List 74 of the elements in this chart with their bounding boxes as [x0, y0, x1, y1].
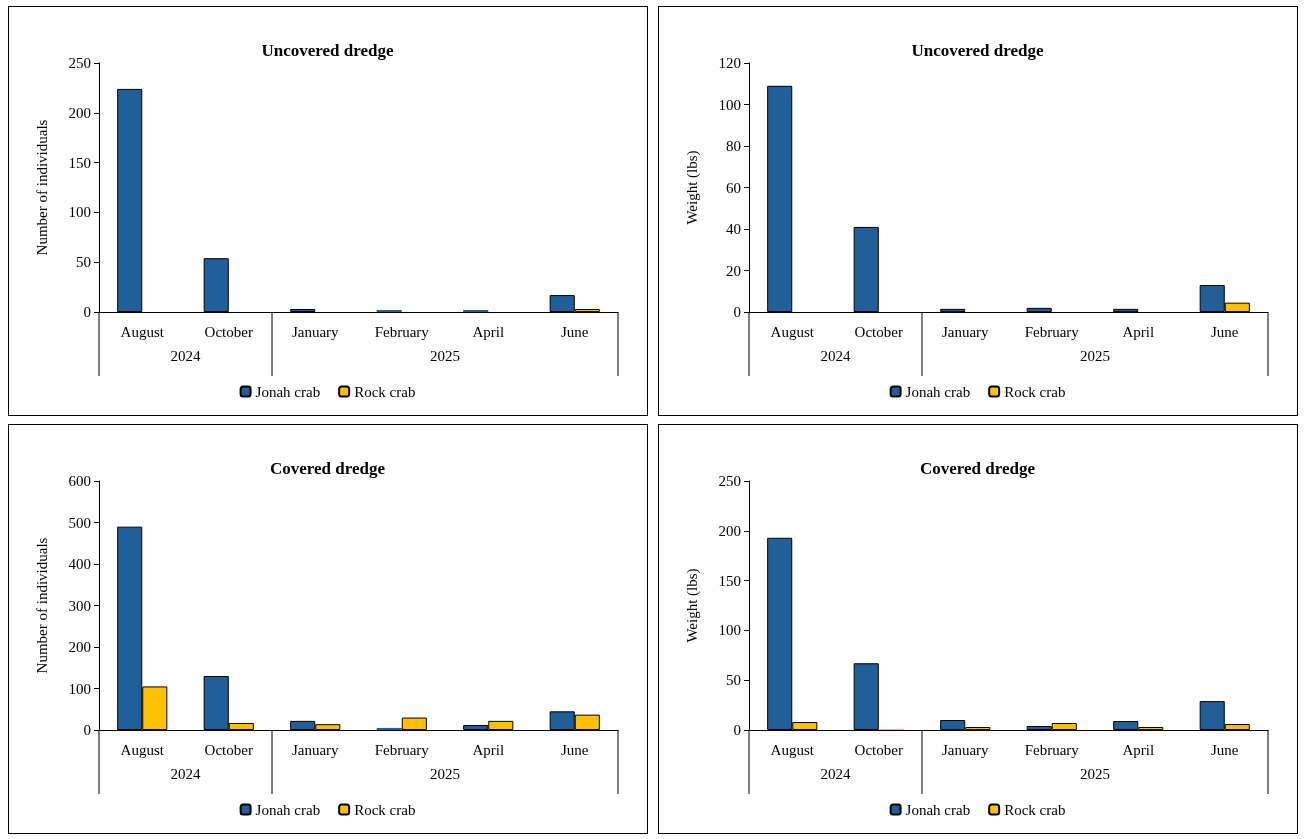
- y-tick-label: 150: [718, 572, 741, 589]
- y-tick-label: 250: [68, 55, 91, 71]
- legend-label: Rock crab: [354, 801, 416, 818]
- x-tick-label: June: [561, 323, 589, 340]
- text: 2024: [820, 348, 851, 364]
- legend-label: Jonah crab: [255, 801, 321, 818]
- x-tick-label: April: [472, 741, 505, 758]
- y-tick-label: 500: [68, 514, 91, 531]
- x-tick-label: October: [204, 741, 253, 758]
- x-tick-label: February: [1024, 323, 1080, 340]
- y-tick-label: 150: [68, 154, 91, 171]
- x-tick-label: October: [854, 323, 903, 340]
- y-tick-label: 200: [68, 104, 91, 121]
- x-tick-label: June: [1211, 741, 1239, 758]
- y-tick-label: 50: [76, 254, 91, 271]
- y-tick-label: 120: [718, 55, 741, 71]
- y-tick-label: 100: [68, 680, 91, 697]
- legend-label: Rock crab: [1004, 801, 1066, 818]
- x-tick-label: January: [291, 323, 340, 340]
- y-tick-label: 200: [718, 522, 741, 539]
- y-tick-label: 50: [726, 672, 741, 689]
- x-tick-label: June: [561, 741, 589, 758]
- y-tick-label: 300: [68, 597, 91, 614]
- y-axis-title: Number of individuals: [33, 537, 50, 674]
- text: 2025: [430, 766, 460, 782]
- chart-title: Covered dredge: [919, 459, 1036, 478]
- y-tick-label: 80: [726, 138, 741, 154]
- y-tick-label: 20: [726, 262, 741, 279]
- x-tick-label: August: [770, 323, 815, 340]
- x-tick-label: February: [374, 741, 430, 758]
- y-axis-title: Number of individuals: [33, 119, 50, 256]
- y-tick-label: 60: [726, 179, 741, 196]
- x-tick-label: February: [1024, 741, 1080, 758]
- legend-label: Jonah crab: [905, 383, 971, 400]
- y-axis-title: Weight (lbs): [683, 150, 701, 225]
- y-tick-label: 100: [718, 96, 741, 113]
- x-tick-label: August: [120, 323, 165, 340]
- y-tick-label: 100: [718, 622, 741, 639]
- x-tick-label: October: [204, 323, 253, 340]
- text: 2025: [1080, 766, 1110, 782]
- legend-label: Jonah crab: [905, 801, 971, 818]
- y-tick-label: 0: [733, 304, 741, 320]
- text: 2025: [1080, 348, 1110, 364]
- x-tick-label: February: [374, 323, 430, 340]
- y-tick-label: 400: [68, 556, 91, 572]
- legend-label: Rock crab: [354, 383, 416, 400]
- text: 2024: [170, 348, 201, 364]
- x-tick-label: October: [854, 741, 903, 758]
- y-tick-label: 0: [733, 722, 741, 738]
- text: 2025: [430, 348, 460, 364]
- x-tick-label: January: [941, 323, 990, 340]
- chart-title: Uncovered dredge: [261, 41, 394, 60]
- y-tick-label: 200: [68, 639, 91, 655]
- y-tick-label: 0: [83, 722, 91, 738]
- x-tick-label: August: [120, 741, 165, 758]
- y-tick-label: 600: [68, 473, 91, 489]
- legend-label: Jonah crab: [255, 383, 321, 400]
- chart-title: Covered dredge: [269, 459, 386, 478]
- text: 2024: [820, 766, 851, 782]
- y-tick-label: 250: [718, 473, 741, 489]
- x-tick-label: April: [1122, 741, 1155, 758]
- y-tick-label: 40: [726, 221, 741, 237]
- x-tick-label: January: [291, 741, 340, 758]
- legend-label: Rock crab: [1004, 383, 1066, 400]
- x-tick-label: April: [472, 323, 505, 340]
- y-tick-label: 100: [68, 204, 91, 221]
- x-tick-label: August: [770, 741, 815, 758]
- chart-title: Uncovered dredge: [911, 41, 1044, 60]
- x-tick-label: January: [941, 741, 990, 758]
- text: 2024: [170, 766, 201, 782]
- y-tick-label: 0: [83, 304, 91, 320]
- y-axis-title: Weight (lbs): [683, 568, 701, 643]
- x-tick-label: June: [1211, 323, 1239, 340]
- x-tick-label: April: [1122, 323, 1155, 340]
